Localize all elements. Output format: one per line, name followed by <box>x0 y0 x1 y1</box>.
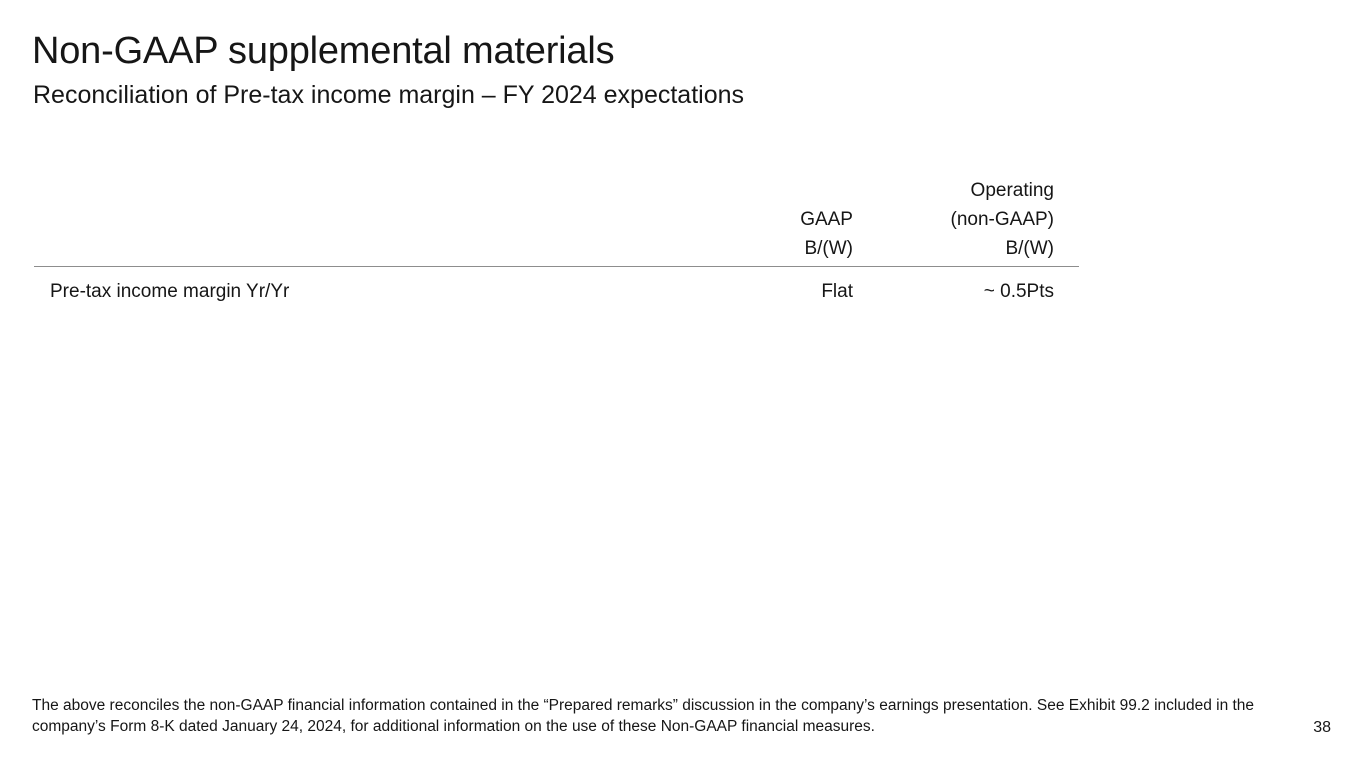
column-header-operating: Operating (non-GAAP) B/(W) <box>951 176 1054 263</box>
column-header-gaap-line-2: GAAP <box>800 209 853 230</box>
column-header-operating-line-3: B/(W) <box>1005 238 1054 259</box>
slide-title: Non-GAAP supplemental materials <box>32 30 615 72</box>
column-header-operating-line-1: Operating <box>970 180 1054 201</box>
column-header-operating-line-2: (non-GAAP) <box>950 209 1054 230</box>
reconciliation-table: GAAP B/(W) Operating (non-GAAP) B/(W) Pr… <box>34 175 1079 319</box>
column-header-gaap-line-3: B/(W) <box>804 238 853 259</box>
gaap-value: Flat <box>821 281 853 302</box>
column-header-gaap: GAAP B/(W) <box>800 205 853 263</box>
row-label: Pre-tax income margin Yr/Yr <box>50 281 290 302</box>
page-number: 38 <box>1313 719 1331 736</box>
table-row: Pre-tax income margin Yr/Yr Flat ~ 0.5Pt… <box>34 267 1079 319</box>
slide-subtitle: Reconciliation of Pre-tax income margin … <box>33 81 745 109</box>
operating-value: ~ 0.5Pts <box>983 281 1054 302</box>
table-header-row: GAAP B/(W) Operating (non-GAAP) B/(W) <box>34 175 1079 267</box>
footnote: The above reconciles the non-GAAP financ… <box>32 697 1255 735</box>
